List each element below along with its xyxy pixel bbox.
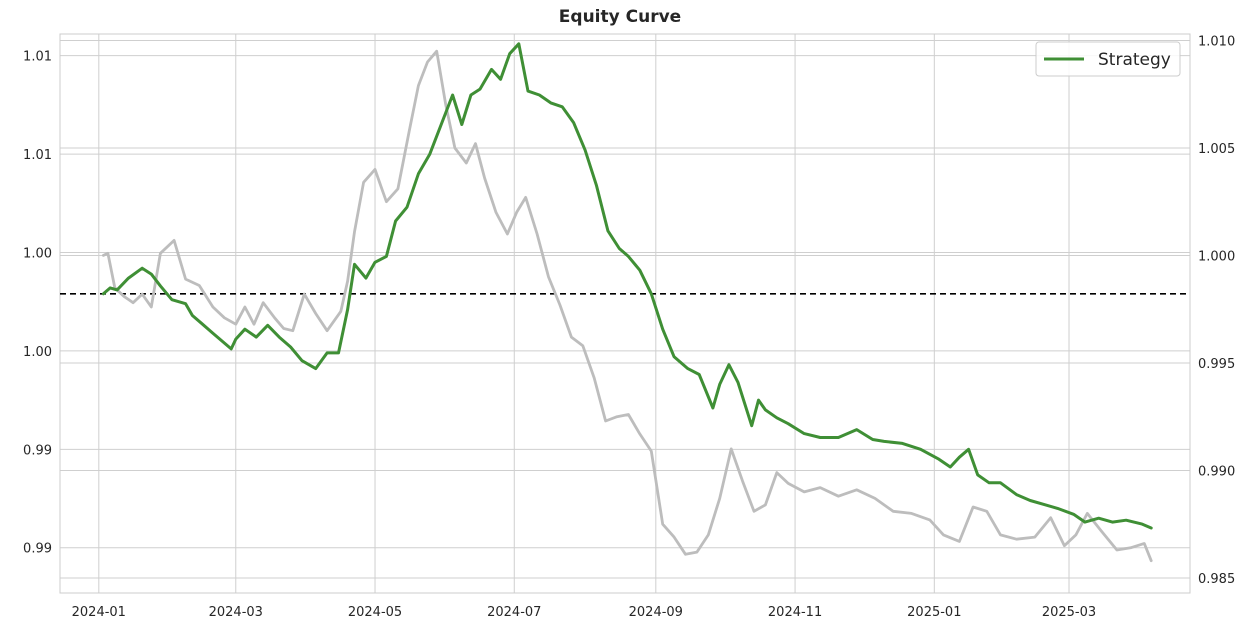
x-tick: 2025-01 <box>907 605 961 620</box>
y-right-tick-label: 1.000 <box>1198 249 1235 264</box>
chart-title: Equity Curve <box>559 7 681 27</box>
y-right-tick: 1.005 <box>1198 142 1235 157</box>
y-right-tick-label: 0.995 <box>1198 357 1235 372</box>
x-tick-label: 2024-07 <box>487 605 541 620</box>
y-left-tick: 1.01 <box>23 148 52 163</box>
y-left-tick: 0.99 <box>23 542 52 557</box>
x-tick: 2024-11 <box>768 605 822 620</box>
legend-box <box>1035 41 1181 77</box>
x-tick-label: 2024-03 <box>209 605 263 620</box>
y-left-tick-label: 1.01 <box>23 50 52 65</box>
y-right-tick: 0.990 <box>1198 464 1235 479</box>
y-left-tick-label: 1.00 <box>23 345 52 360</box>
x-tick: 2025-03 <box>1042 605 1096 620</box>
x-tick: 2024-03 <box>209 605 263 620</box>
y-left-tick-label: 1.00 <box>23 246 52 261</box>
x-tick: 2024-09 <box>629 605 683 620</box>
y-left-tick-label: 0.99 <box>23 542 52 557</box>
x-tick-label: 2025-01 <box>907 605 961 620</box>
y-left-tick: 1.00 <box>23 246 52 261</box>
y-right-tick-label: 0.990 <box>1198 464 1235 479</box>
y-left-tick: 1.01 <box>23 50 52 65</box>
legend-label-strategy: Strategy <box>1098 50 1171 70</box>
x-tick-label: 2024-05 <box>348 605 402 620</box>
y-right-tick: 0.985 <box>1198 572 1235 587</box>
y-right-tick: 1.010 <box>1198 34 1235 49</box>
y-right-tick-label: 1.005 <box>1198 142 1235 157</box>
x-tick-label: 2024-01 <box>72 605 126 620</box>
x-tick-label: 2025-03 <box>1042 605 1096 620</box>
y-right-tick-label: 1.010 <box>1198 34 1235 49</box>
y-right-tick: 0.995 <box>1198 357 1235 372</box>
x-tick: 2024-01 <box>72 605 126 620</box>
y-right-tick-label: 0.985 <box>1198 572 1235 587</box>
x-tick: 2024-05 <box>348 605 402 620</box>
y-left-tick-label: 1.01 <box>23 148 52 163</box>
series-line-secondary <box>102 49 1153 563</box>
series-layer <box>101 42 1153 563</box>
y-right-tick: 1.000 <box>1198 249 1235 264</box>
x-tick-label: 2024-11 <box>768 605 822 620</box>
y-left-tick: 1.00 <box>23 345 52 360</box>
legend: Strategy <box>1035 41 1181 77</box>
grid-lines <box>60 34 1190 593</box>
tick-labels: 2024-01 2024-03 2024-05 2024-07 2024-09 2024-… <box>23 34 1235 620</box>
x-tick-label: 2024-09 <box>629 605 683 620</box>
y-left-tick-label: 0.99 <box>23 443 52 458</box>
x-tick: 2024-07 <box>487 605 541 620</box>
y-left-tick: 0.99 <box>23 443 52 458</box>
series-line-strategy <box>101 42 1153 530</box>
plot-frame <box>59 33 1191 594</box>
